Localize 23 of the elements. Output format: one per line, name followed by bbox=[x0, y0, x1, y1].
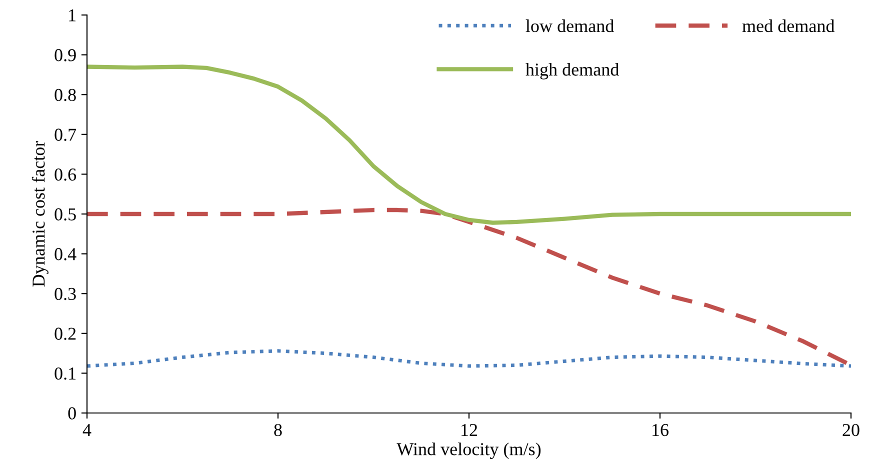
y-tick-label: 1 bbox=[69, 9, 76, 22]
y-tick-label: 0.2 bbox=[54, 328, 76, 340]
y-axis-title: Dynamic cost factor bbox=[32, 140, 48, 287]
y-tick-label: 0.1 bbox=[54, 367, 76, 380]
x-tick-label: 8 bbox=[274, 424, 282, 436]
line-series bbox=[87, 64, 851, 225]
y-tick-label: 0.3 bbox=[54, 288, 76, 300]
x-tick-label: 16 bbox=[652, 424, 668, 436]
x-tick-label: 20 bbox=[842, 424, 860, 436]
legend-label: low demand bbox=[526, 19, 614, 32]
y-tick-label: 0.4 bbox=[54, 248, 76, 260]
y-tick-label: 0.6 bbox=[54, 168, 76, 181]
line-series bbox=[87, 349, 851, 368]
x-tick-label: 4 bbox=[82, 424, 92, 436]
x-tick-label: 12 bbox=[462, 424, 478, 436]
legend-label: med demand bbox=[742, 19, 835, 32]
y-tick-label: 0.8 bbox=[54, 88, 76, 102]
x-axis-title: Wind velocity (m/s) bbox=[396, 442, 541, 459]
legend-label: high demand bbox=[526, 62, 619, 80]
y-tick-label: 0.5 bbox=[54, 208, 76, 221]
y-tick-label: 0.7 bbox=[54, 128, 76, 141]
y-tick-label: 0 bbox=[68, 407, 76, 420]
y-tick-label: 0.9 bbox=[54, 49, 76, 62]
